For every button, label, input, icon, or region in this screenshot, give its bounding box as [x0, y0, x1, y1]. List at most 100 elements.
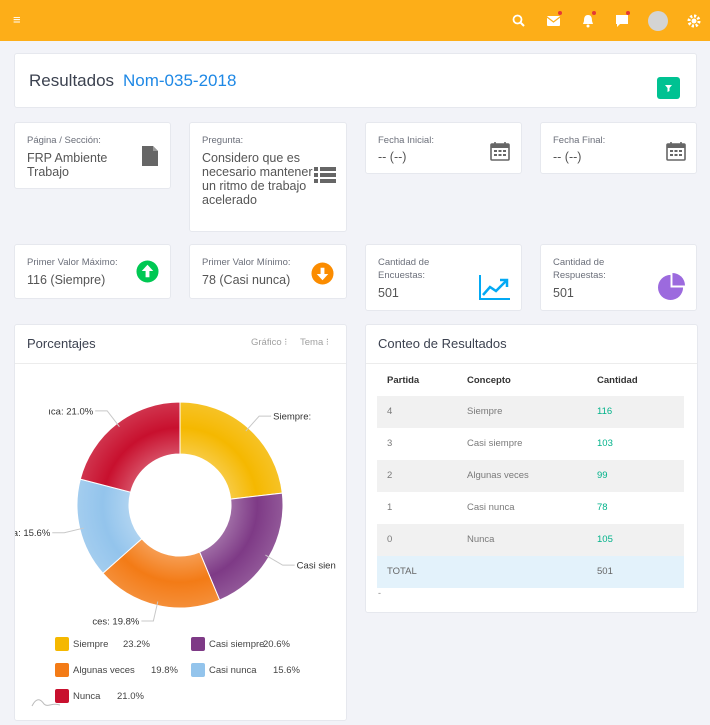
label-leader-line [265, 554, 295, 566]
percentages-header: Porcentajes Gráfico ⁝ Tema ⁝ [15, 325, 346, 364]
responses-value: 501 [553, 286, 574, 300]
search-icon[interactable] [510, 12, 528, 30]
surveys-card: Cantidad de Encuestas: 501 [365, 244, 522, 311]
chart-type-menu[interactable]: Gráfico ⁝ [251, 337, 288, 348]
column-concepto: Concepto [467, 375, 511, 386]
gear-icon[interactable] [685, 12, 703, 30]
percentages-donut-chart: Siempre: Casi sien ces: 19.8% ıca: 15.6% ıca… [15, 401, 336, 627]
cell-cantidad: 103 [597, 438, 613, 449]
surveys-value: 501 [378, 286, 399, 300]
percentages-title: Porcentajes [27, 336, 96, 351]
cell-cantidad: 78 [597, 502, 608, 513]
arrow-down-circle-icon [311, 262, 334, 285]
start-date-value: -- (--) [378, 150, 407, 164]
legend-swatch [55, 663, 69, 677]
theme-menu[interactable]: Tema ⁝ [300, 337, 329, 348]
cell-partida: 1 [387, 502, 393, 513]
label-leader-line [245, 415, 272, 432]
question-label: Pregunta: [202, 135, 244, 146]
legend-percent: 21.0% [117, 691, 144, 702]
cell-concepto: Nunca [467, 534, 495, 545]
legend-percent: 20.6% [263, 639, 290, 650]
max-value-card: Primer Valor Máximo: 116 (Siempre) [14, 244, 171, 299]
list-icon [314, 167, 336, 183]
pie-data-label: ces: 19.8% [92, 616, 140, 627]
pie-data-label: ıca: 21.0% [48, 406, 93, 417]
results-title: Conteo de Resultados [378, 336, 507, 351]
legend-percent: 23.2% [123, 639, 150, 650]
total-value: 501 [597, 566, 613, 577]
legend-label: Siempre [73, 639, 109, 650]
pie-slice[interactable] [79, 401, 181, 493]
section-label: Página / Sección: [27, 135, 101, 146]
column-partida: Partida [387, 375, 420, 386]
legend-label: Nunca [73, 691, 101, 702]
page-title: Resultados [29, 71, 115, 90]
legend-label: Casi siempre [209, 639, 265, 650]
max-value-label: Primer Valor Máximo: [27, 257, 118, 268]
bell-icon[interactable] [579, 12, 597, 30]
filter-icon [665, 85, 672, 92]
pie-data-label: ıca: 15.6% [15, 528, 51, 539]
section-value: FRP Ambiente Trabajo [27, 151, 108, 179]
percentages-panel: Porcentajes Gráfico ⁝ Tema ⁝ Siempre: Cas… [14, 324, 347, 721]
avatar[interactable] [648, 11, 668, 31]
legend-swatch [55, 689, 69, 703]
end-date-value: -- (--) [553, 150, 582, 164]
trend-chart-icon [479, 275, 510, 300]
pie-data-label: Siempre: [273, 412, 311, 423]
page-subtitle: Nom-035-2018 [123, 71, 237, 90]
legend-swatch [55, 637, 69, 651]
cell-concepto: Algunas veces [467, 470, 529, 481]
legend-percent: 19.8% [151, 665, 178, 676]
cell-concepto: Siempre [467, 406, 503, 417]
pie-data-label: Casi sien [297, 561, 336, 572]
results-panel: Conteo de Resultados Partida Concepto Ca… [365, 324, 698, 613]
label-leader-line [52, 527, 84, 534]
chart-logo-mark [31, 699, 61, 707]
legend-label: Casi nunca [209, 665, 257, 676]
hamburger-icon[interactable]: ≡ [13, 12, 21, 27]
table-row: 1 Casi nunca 78 [377, 492, 684, 524]
start-date-label: Fecha Inicial: [378, 135, 434, 146]
total-row: TOTAL 501 [377, 556, 684, 588]
min-value-card: Primer Valor Mínimo: 78 (Casi nunca) [189, 244, 347, 299]
mail-icon[interactable] [545, 12, 563, 30]
max-value: 116 (Siempre) [27, 273, 106, 287]
cell-partida: 4 [387, 406, 393, 417]
legend-swatch [191, 637, 205, 651]
bell-badge-dot [592, 11, 596, 15]
table-row: 2 Algunas veces 99 [377, 460, 684, 492]
pie-chart-icon [658, 273, 685, 300]
table-row: 4 Siempre 116 [377, 396, 684, 428]
legend-swatch [191, 663, 205, 677]
end-date-card: Fecha Final: -- (--) [540, 122, 697, 174]
label-leader-line [141, 601, 159, 622]
document-icon [142, 146, 158, 166]
min-value-label: Primer Valor Mínimo: [202, 257, 291, 268]
chat-badge-dot [626, 11, 630, 15]
question-card: Pregunta: Considero que es necesario man… [189, 122, 347, 232]
surveys-label: Cantidad de Encuestas: [378, 257, 430, 281]
section-card: Página / Sección: FRP Ambiente Trabajo [14, 122, 171, 189]
start-date-card: Fecha Inicial: -- (--) [365, 122, 522, 174]
min-value: 78 (Casi nunca) [202, 273, 291, 287]
cell-concepto: Casi nunca [467, 502, 515, 513]
calendar-icon [666, 142, 686, 161]
responses-label: Cantidad de Respuestas: [553, 257, 606, 281]
column-cantidad: Cantidad [597, 375, 638, 386]
filter-button[interactable] [657, 77, 680, 99]
cell-concepto: Casi siempre [467, 438, 523, 449]
table-footnote: - [378, 588, 381, 598]
cell-cantidad: 116 [597, 406, 613, 417]
top-bar: ≡ [0, 0, 710, 41]
end-date-label: Fecha Final: [553, 135, 606, 146]
table-row: 0 Nunca 105 [377, 524, 684, 556]
pie-slice[interactable] [102, 538, 221, 609]
label-leader-line [95, 410, 120, 428]
pie-slice[interactable] [179, 401, 283, 500]
chat-icon[interactable] [613, 12, 631, 30]
legend-label: Algunas veces [73, 665, 135, 676]
cell-cantidad: 105 [597, 534, 613, 545]
mail-badge-dot [558, 11, 562, 15]
